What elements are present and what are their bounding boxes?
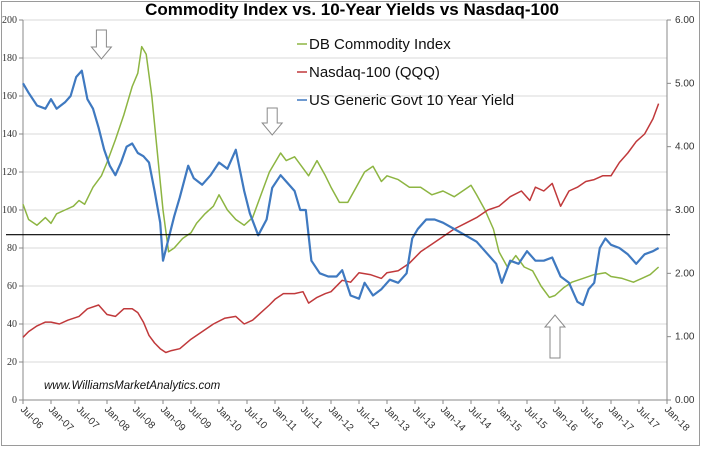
x-tick-label: Jul-12 xyxy=(354,404,381,431)
x-tick-label: Jul-06 xyxy=(18,404,45,431)
x-tick-label: Jan-15 xyxy=(494,404,524,434)
x-tick-label: Jan-18 xyxy=(662,404,692,434)
down-arrow-icon xyxy=(90,29,113,60)
y-tick-label-right: 5.00 xyxy=(675,78,695,89)
y-tick-label-right: 0.00 xyxy=(675,395,695,406)
up-arrow-icon xyxy=(543,314,567,359)
x-tick-label: Jul-16 xyxy=(578,404,605,431)
legend-label: DB Commodity Index xyxy=(309,36,451,53)
x-tick-label: Jan-12 xyxy=(326,404,356,434)
chart-title: Commodity Index vs. 10-Year Yields vs Na… xyxy=(145,0,559,19)
x-tick-label: Jan-09 xyxy=(158,404,188,434)
y-tick-label-left: 160 xyxy=(2,91,17,102)
y-tick-label-left: 140 xyxy=(2,129,17,140)
y-tick-label-right: 4.00 xyxy=(675,142,695,153)
x-tick-label: Jul-15 xyxy=(522,404,549,431)
y-tick-label-left: 60 xyxy=(7,281,17,292)
x-tick-label: Jul-09 xyxy=(186,404,213,431)
y-tick-label-right: 3.00 xyxy=(675,205,695,216)
annotations xyxy=(90,29,567,359)
series-line-nasdaq-100-qqq xyxy=(22,103,660,354)
x-tick-label: Jul-08 xyxy=(130,404,157,431)
y-tick-label-left: 100 xyxy=(2,205,17,216)
series xyxy=(22,45,660,354)
x-tick-label: Jan-13 xyxy=(382,404,412,434)
legend-label: Nasdaq-100 (QQQ) xyxy=(309,64,440,81)
x-tick-label: Jul-14 xyxy=(466,404,493,431)
y-tick-label-right: 1.00 xyxy=(675,332,695,343)
y-tick-label-left: 40 xyxy=(7,319,17,330)
y-tick-label-left: 120 xyxy=(2,167,17,178)
y-tick-label-left: 0 xyxy=(12,395,17,406)
y-tick-label-left: 180 xyxy=(2,53,17,64)
y-tick-label-right: 6.00 xyxy=(675,15,695,26)
x-tick-label: Jan-14 xyxy=(438,404,468,434)
series-line-db-commodity-index xyxy=(22,45,660,299)
legend: DB Commodity Index Nasdaq-100 (QQQ) US Gen… xyxy=(297,36,514,109)
legend-label: US Generic Govt 10 Year Yield xyxy=(309,92,514,109)
grid xyxy=(23,19,667,363)
series-line-us-generic-govt-10-year-yield xyxy=(22,69,660,307)
x-tick-label: Jul-07 xyxy=(74,404,101,431)
x-tick-label: Jul-11 xyxy=(298,404,325,431)
y-tick-label-left: 200 xyxy=(2,15,17,26)
x-tick-label: Jan-17 xyxy=(606,404,636,434)
x-tick-label: Jul-13 xyxy=(410,404,437,431)
y-tick-label-left: 80 xyxy=(7,243,17,254)
x-tick-label: Jan-10 xyxy=(214,404,244,434)
x-tick-label: Jan-08 xyxy=(102,404,132,434)
y-tick-label-right: 2.00 xyxy=(675,268,695,279)
x-tick-label: Jan-16 xyxy=(550,404,580,434)
x-tick-label: Jan-11 xyxy=(270,404,299,433)
y-tick-label-left: 20 xyxy=(7,357,17,368)
x-tick-label: Jul-10 xyxy=(242,404,269,431)
down-arrow-icon xyxy=(261,107,284,136)
x-tick-label: Jan-07 xyxy=(46,404,76,434)
x-tick-label: Jul-17 xyxy=(634,404,661,431)
watermark: www.WilliamsMarketAnalytics.com xyxy=(44,380,221,392)
